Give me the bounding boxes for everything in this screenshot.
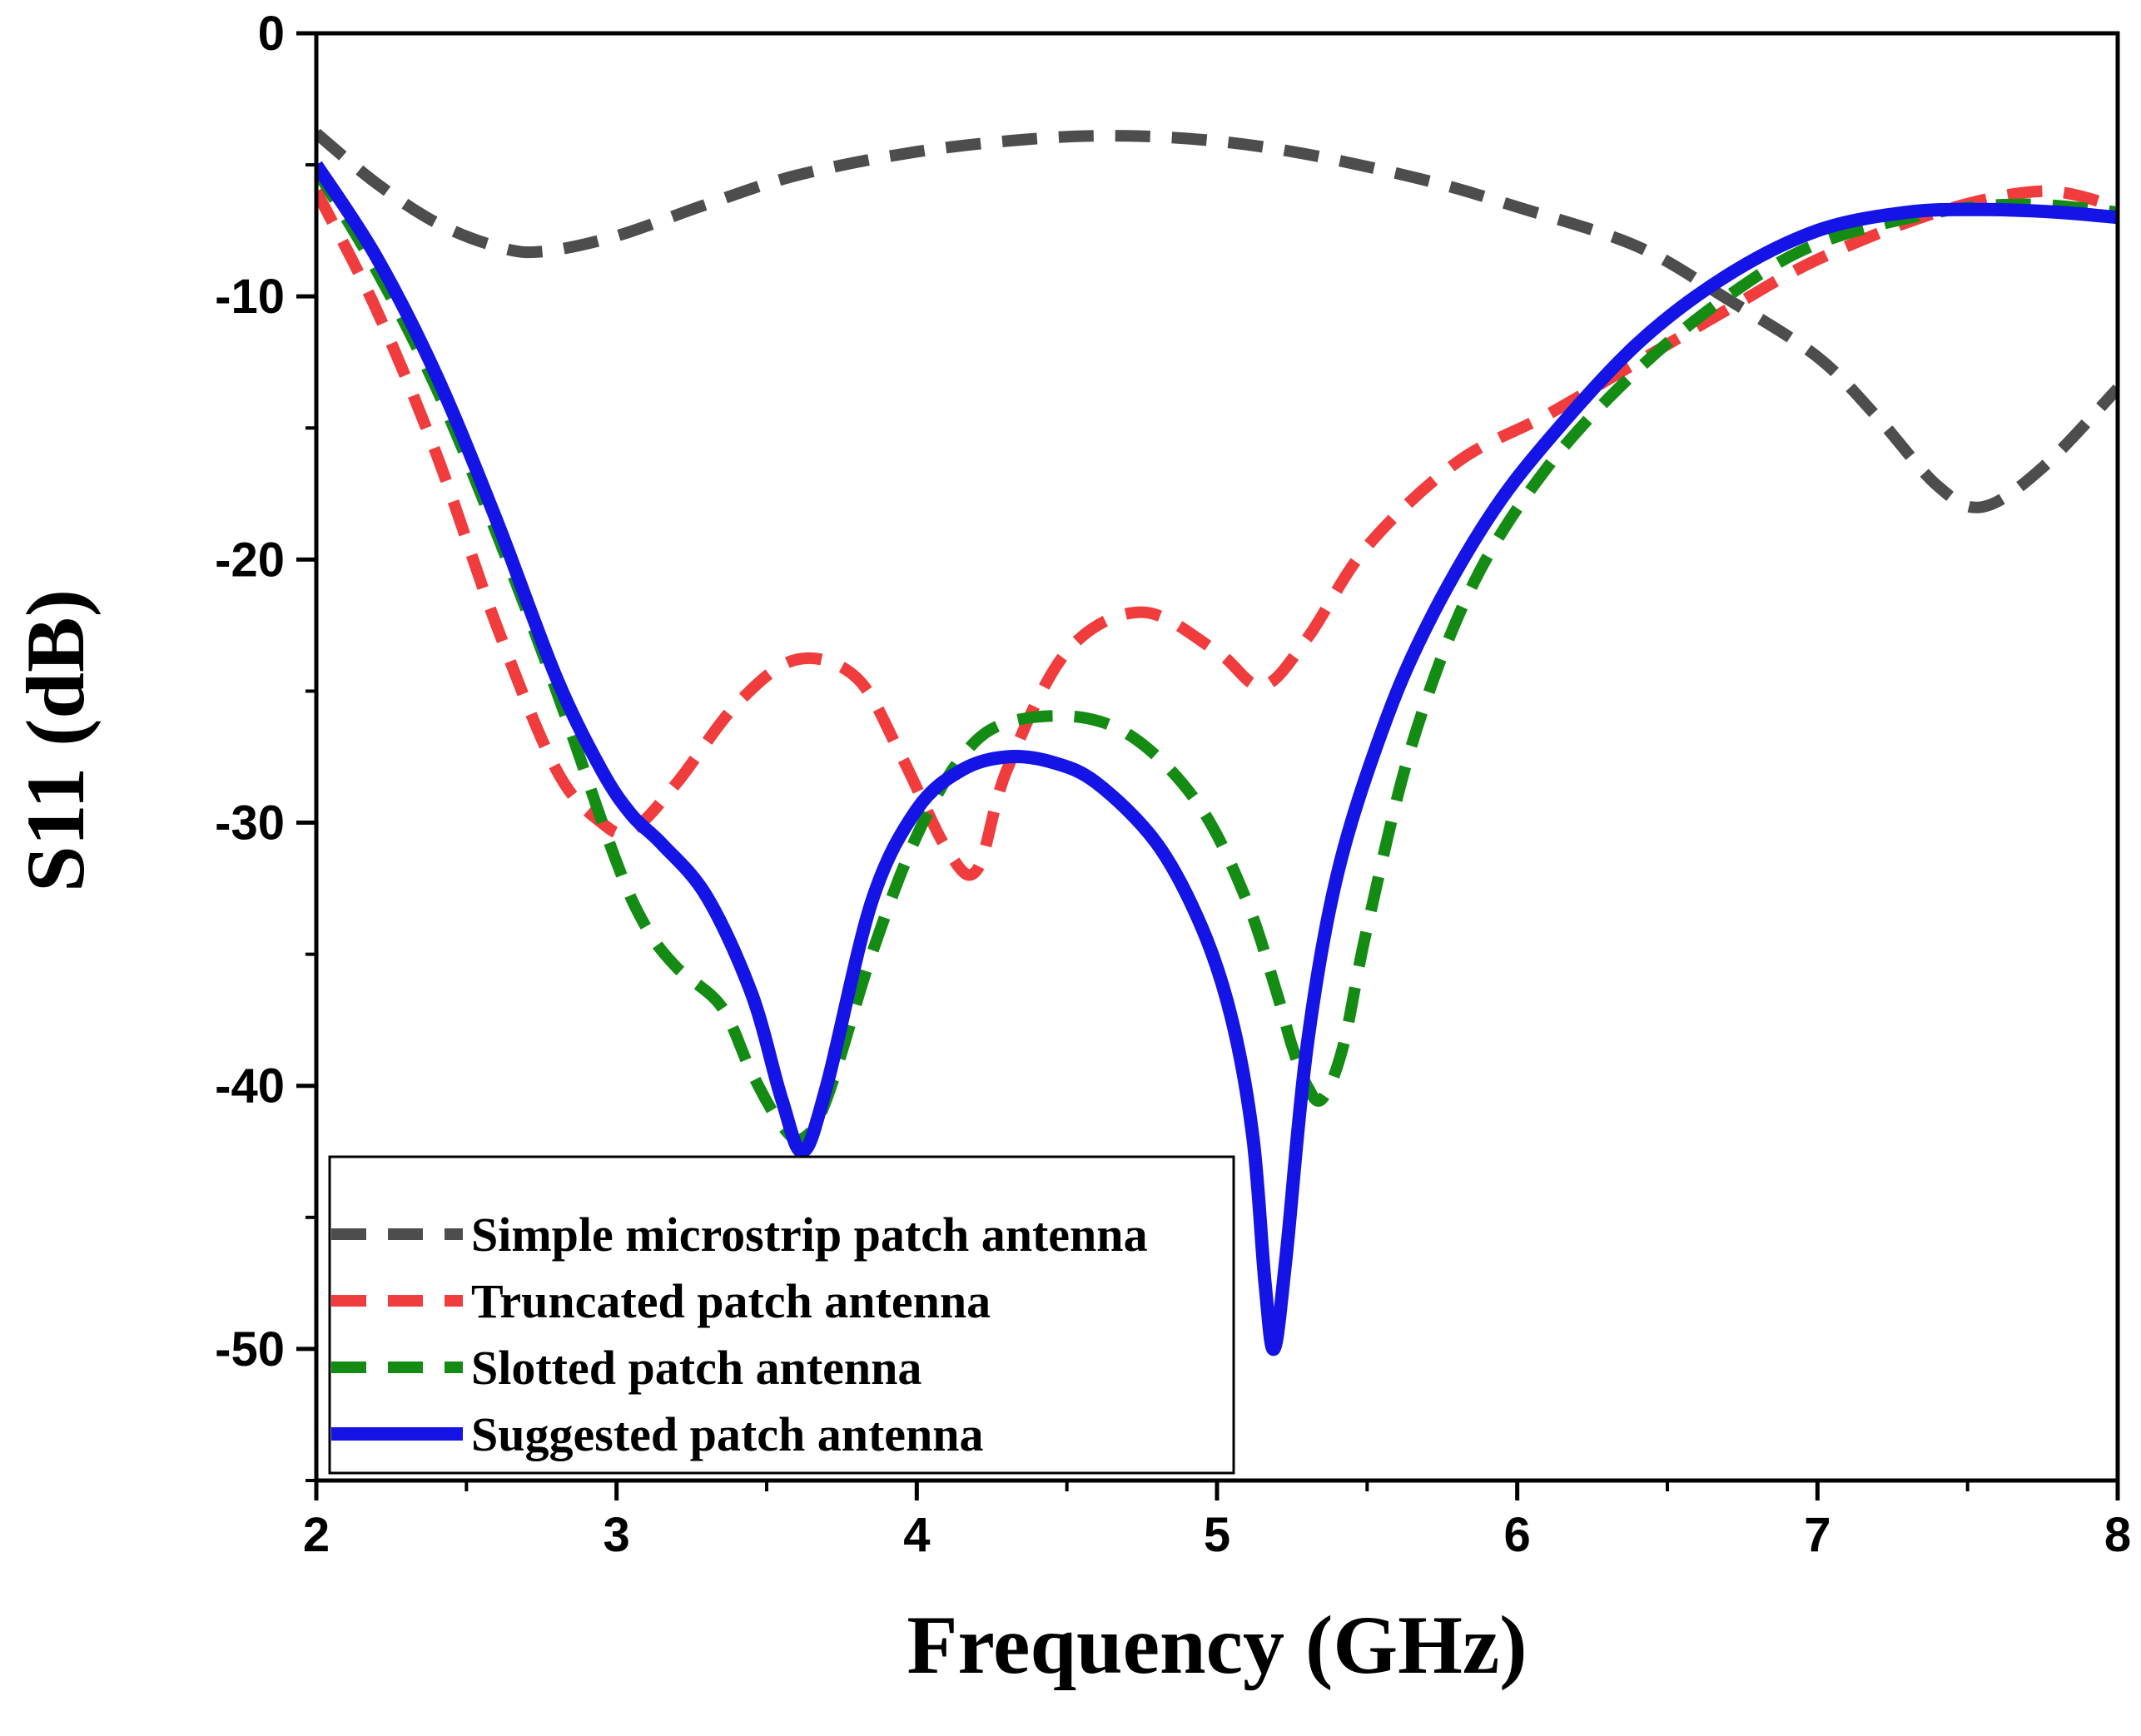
x-tick-label: 8 [2104, 1508, 2131, 1562]
x-tick-label: 6 [1504, 1508, 1531, 1562]
legend: Simple microstrip patch antenna Truncated… [328, 1155, 1235, 1475]
y-tick-label: -20 [215, 533, 285, 587]
series-line-suggested-patch-antenna [316, 161, 2118, 1357]
x-tick-label: 7 [1804, 1508, 1831, 1562]
y-axis-title: S11 (dB) [9, 589, 102, 892]
series-line-slotted-patch-antenna [316, 166, 2118, 1146]
legend-label-simple-microstrip-patch-antenna: Simple microstrip patch antenna [471, 1208, 1148, 1262]
axis-ticks [296, 31, 2120, 1500]
y-tick-label: 0 [258, 7, 285, 61]
series-line-truncated-patch-antenna [316, 185, 2118, 881]
legend-label-truncated-patch-antenna: Truncated patch antenna [471, 1274, 991, 1328]
x-tick-label: 4 [903, 1508, 930, 1562]
axis-tick-labels: 2 3 4 5 6 7 8 0 -10 -20 -30 -40 -50 [215, 7, 2131, 1562]
y-tick-label: -40 [215, 1059, 285, 1114]
x-tick-label: 5 [1204, 1508, 1230, 1562]
series-line-simple-microstrip-patch-antenna [316, 128, 2118, 513]
x-axis-title: Frequency (GHz) [907, 1599, 1527, 1691]
y-tick-label: -10 [215, 270, 285, 324]
y-tick-label: -50 [215, 1322, 285, 1376]
series-layer [316, 128, 2118, 1357]
legend-label-slotted-patch-antenna: Slotted patch antenna [471, 1341, 921, 1395]
legend-label-suggested-patch-antenna: Suggested patch antenna [471, 1407, 984, 1461]
x-tick-label: 3 [604, 1508, 630, 1562]
legend-box [328, 1155, 1235, 1475]
x-tick-label: 2 [303, 1508, 330, 1562]
y-tick-label: -30 [215, 796, 285, 851]
legend-items: Simple microstrip patch antenna Truncated… [331, 1208, 1148, 1461]
